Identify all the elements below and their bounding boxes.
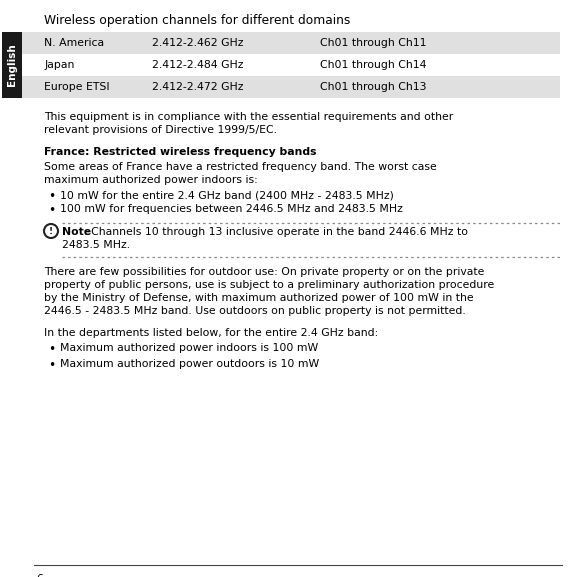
Text: Ch01 through Ch13: Ch01 through Ch13 (320, 82, 426, 92)
Text: N. America: N. America (44, 38, 104, 48)
Text: 10 mW for the entire 2.4 GHz band (2400 MHz - 2483.5 MHz): 10 mW for the entire 2.4 GHz band (2400 … (60, 190, 394, 200)
Text: There are few possibilities for outdoor use: On private property or on the priva: There are few possibilities for outdoor … (44, 267, 484, 277)
Text: •: • (48, 359, 55, 372)
Bar (2, 32, 22, 98)
Text: •: • (48, 204, 55, 217)
Text: property of public persons, use is subject to a preliminary authorization proced: property of public persons, use is subje… (44, 280, 494, 290)
Text: France: Restricted wireless frequency bands: France: Restricted wireless frequency ba… (44, 147, 317, 157)
Text: English: English (7, 44, 17, 87)
Bar (22, 32, 560, 54)
Text: •: • (48, 190, 55, 203)
Text: In the departments listed below, for the entire 2.4 GHz band:: In the departments listed below, for the… (44, 328, 378, 338)
Text: Maximum authorized power outdoors is 10 mW: Maximum authorized power outdoors is 10 … (60, 359, 319, 369)
Text: Europe ETSI: Europe ETSI (44, 82, 110, 92)
Text: Some areas of France have a restricted frequency band. The worst case: Some areas of France have a restricted f… (44, 162, 437, 172)
Text: !: ! (49, 227, 53, 235)
Text: 6: 6 (36, 574, 43, 577)
Text: Japan: Japan (44, 60, 74, 70)
Text: Ch01 through Ch14: Ch01 through Ch14 (320, 60, 426, 70)
Text: 2.412-2.472 GHz: 2.412-2.472 GHz (152, 82, 244, 92)
Text: Ch01 through Ch11: Ch01 through Ch11 (320, 38, 426, 48)
Text: Wireless operation channels for different domains: Wireless operation channels for differen… (44, 14, 350, 27)
Text: relevant provisions of Directive 1999/5/EC.: relevant provisions of Directive 1999/5/… (44, 125, 277, 135)
Text: maximum authorized power indoors is:: maximum authorized power indoors is: (44, 175, 258, 185)
Text: 2446.5 - 2483.5 MHz band. Use outdoors on public property is not permitted.: 2446.5 - 2483.5 MHz band. Use outdoors o… (44, 306, 466, 316)
Text: Maximum authorized power indoors is 100 mW: Maximum authorized power indoors is 100 … (60, 343, 318, 353)
Text: •: • (48, 343, 55, 356)
Text: 2483.5 MHz.: 2483.5 MHz. (62, 240, 130, 250)
Text: by the Ministry of Defense, with maximum authorized power of 100 mW in the: by the Ministry of Defense, with maximum… (44, 293, 474, 303)
Text: 100 mW for frequencies between 2446.5 MHz and 2483.5 MHz: 100 mW for frequencies between 2446.5 MH… (60, 204, 403, 214)
Text: 2.412-2.462 GHz: 2.412-2.462 GHz (152, 38, 244, 48)
Bar (22, 54, 560, 76)
Text: : Channels 10 through 13 inclusive operate in the band 2446.6 MHz to: : Channels 10 through 13 inclusive opera… (84, 227, 468, 237)
Text: This equipment is in compliance with the essential requirements and other: This equipment is in compliance with the… (44, 112, 453, 122)
Bar (22, 76, 560, 98)
Text: Note: Note (62, 227, 91, 237)
Text: 2.412-2.484 GHz: 2.412-2.484 GHz (152, 60, 244, 70)
